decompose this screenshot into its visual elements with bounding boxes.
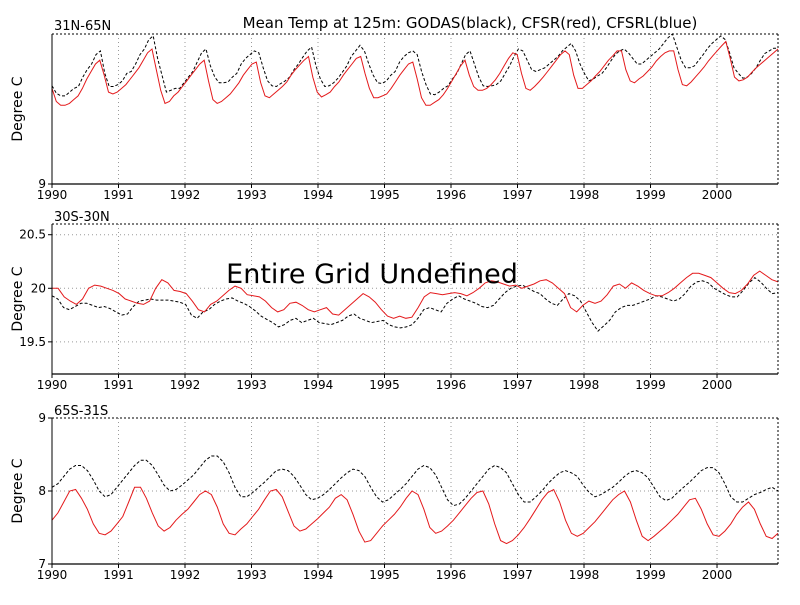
y-tick-label: 8 (38, 484, 46, 498)
x-tick-label: 1997 (502, 568, 533, 582)
series-line-godas (51, 455, 779, 507)
x-tick-label: 1995 (369, 568, 400, 582)
series-line-cfsr (51, 40, 779, 106)
panel-2: 1990 1991 1992 1993 1994 1995 1996 1997 1998 1999… (10, 404, 779, 582)
x-tick-label: 1990 (37, 568, 68, 582)
panel-1: 1990 1991 1992 1993 1994 1995 1996 1997 1998 1999… (10, 210, 779, 392)
x-tick-label: 1999 (635, 568, 666, 582)
x-tick-label: 1994 (303, 378, 334, 392)
x-tick-label: 1993 (236, 188, 267, 202)
y-tick-label: 20.5 (19, 228, 46, 242)
y-tick-label: 20 (31, 281, 46, 295)
x-tick-label: 1998 (569, 378, 600, 392)
region-label: 31N-65N (54, 19, 111, 34)
x-tick-label: 1993 (236, 378, 267, 392)
region-label: 65S-31S (54, 404, 108, 419)
x-tick-label: 1994 (303, 568, 334, 582)
x-tick-label: 1991 (103, 188, 134, 202)
x-tick-label: 2000 (702, 568, 733, 582)
x-tick-label: 2000 (702, 378, 733, 392)
x-tick-label: 1997 (502, 378, 533, 392)
x-tick-label: 1994 (303, 188, 334, 202)
y-tick-label: 19.5 (19, 335, 46, 349)
x-tick-label: 1999 (635, 378, 666, 392)
x-tick-label: 1993 (236, 568, 267, 582)
series-line-cfsr (52, 270, 779, 319)
y-axis-label: Degree C (10, 458, 26, 523)
y-tick-label: 9 (38, 177, 46, 191)
x-tick-label: 2000 (702, 188, 733, 202)
series-line-godas (51, 33, 778, 97)
x-tick-label: 1995 (369, 378, 400, 392)
figure-title: Mean Temp at 125m: GODAS(black), CFSR(re… (243, 14, 698, 32)
x-tick-label: 1996 (436, 568, 467, 582)
x-tick-label: 1991 (103, 378, 134, 392)
x-tick-label: 1996 (436, 188, 467, 202)
region-label: 30S-30N (54, 210, 110, 225)
x-tick-label: 1990 (37, 188, 68, 202)
series-line-cfsr (51, 486, 779, 545)
x-tick-label: 1998 (569, 188, 600, 202)
x-tick-label: 1997 (502, 188, 533, 202)
y-tick-label: 9 (38, 411, 46, 425)
x-tick-label: 1996 (436, 378, 467, 392)
y-tick-label: 7 (38, 557, 46, 571)
x-tick-label: 1990 (37, 378, 68, 392)
undefined-grid-annotation: Entire Grid Undefined (226, 259, 518, 290)
y-axis-label: Degree C (10, 266, 26, 331)
x-tick-label: 1995 (369, 188, 400, 202)
x-tick-label: 1992 (170, 568, 201, 582)
x-tick-label: 1999 (635, 188, 666, 202)
x-tick-label: 1992 (170, 378, 201, 392)
x-tick-label: 1992 (170, 188, 201, 202)
panel-0: 1990 1991 1992 1993 1994 1995 1996 1997 1998 1999… (10, 19, 779, 202)
y-axis-label: Degree C (10, 76, 26, 141)
x-tick-label: 1998 (569, 568, 600, 582)
x-tick-label: 1991 (103, 568, 134, 582)
